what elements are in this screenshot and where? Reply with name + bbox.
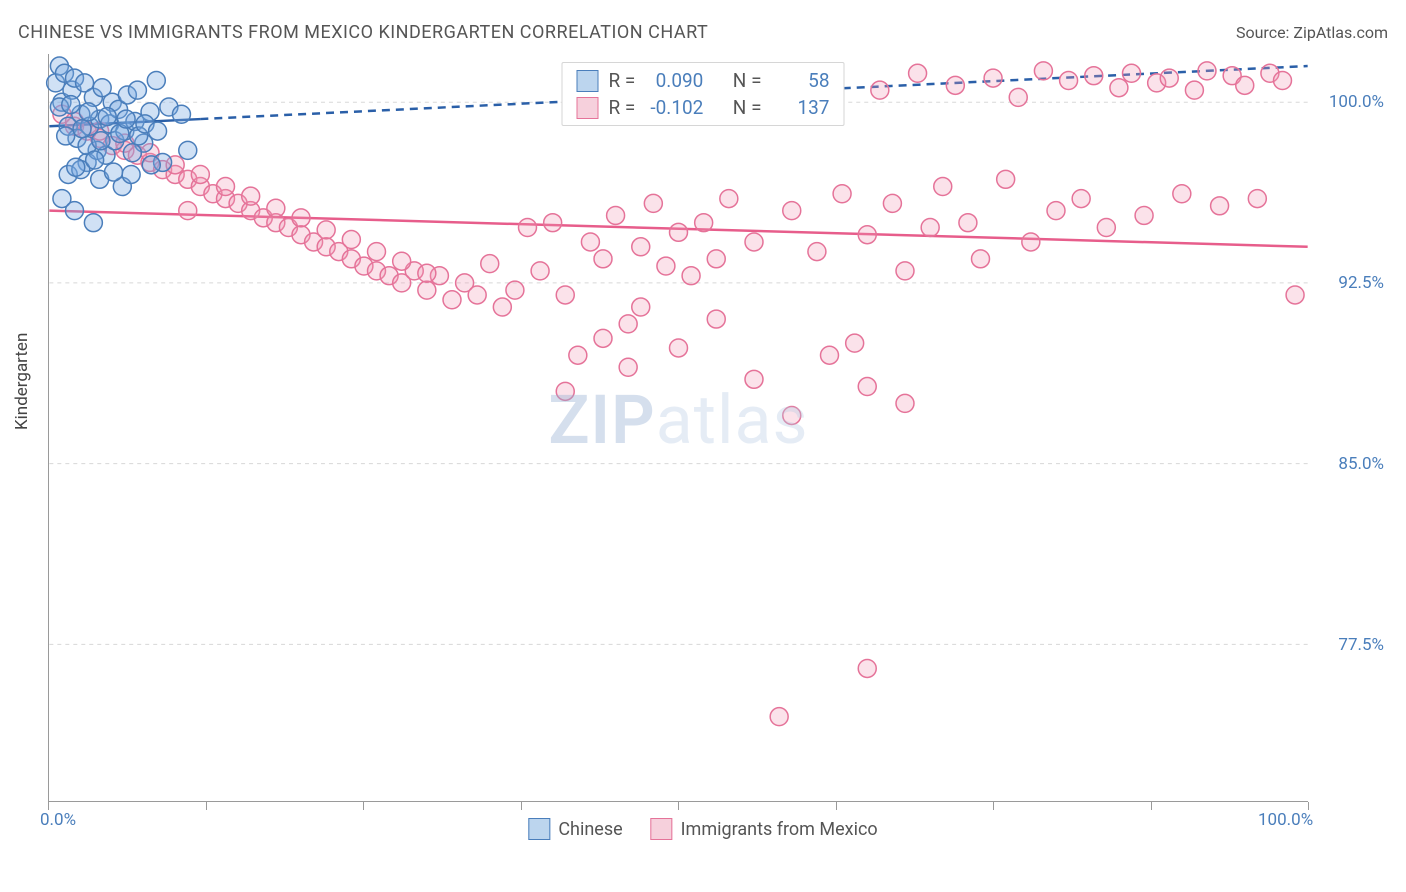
n-label: N = [733,96,762,119]
x-tick-label: 0.0% [40,810,76,830]
x-tick-mark [836,802,837,810]
swatch-chinese [577,70,599,92]
legend-item-mexico: Immigrants from Mexico [651,818,878,840]
legend-row-chinese: R = 0.090 N = 58 [577,69,830,92]
swatch-mexico [651,818,673,840]
x-tick-mark [521,802,522,810]
chart-title: CHINESE VS IMMIGRANTS FROM MEXICO KINDER… [18,22,708,43]
x-tick-mark [48,802,49,810]
y-tick-label: 77.5% [1338,635,1384,655]
x-tick-label: 100.0% [1258,810,1313,830]
legend-label-chinese: Chinese [558,819,622,840]
x-tick-mark [363,802,364,810]
x-tick-mark [1308,802,1309,810]
r-label: R = [609,96,636,119]
swatch-mexico [577,97,599,119]
legend-label-mexico: Immigrants from Mexico [681,819,878,840]
legend-bottom: Chinese Immigrants from Mexico [528,818,877,840]
y-tick-label: 92.5% [1338,273,1384,293]
x-tick-mark [1151,802,1152,810]
x-tick-mark [678,802,679,810]
y-tick-label: 85.0% [1338,454,1384,474]
x-tick-mark [993,802,994,810]
r-value-mexico: -0.102 [645,96,703,119]
r-value-chinese: 0.090 [645,69,703,92]
legend-row-mexico: R = -0.102 N = 137 [577,96,830,119]
n-label: N = [733,69,762,92]
r-label: R = [609,69,636,92]
legend-correlation-box: R = 0.090 N = 58 R = -0.102 N = 137 [562,62,845,126]
y-axis-label: Kindergarten [12,333,32,430]
n-value-mexico: 137 [772,96,830,119]
y-tick-label: 100.0% [1329,92,1384,112]
legend-item-chinese: Chinese [528,818,622,840]
title-row: CHINESE VS IMMIGRANTS FROM MEXICO KINDER… [18,22,1388,43]
n-value-chinese: 58 [772,69,830,92]
plot-area: ZIPatlas [48,54,1308,802]
source-label: Source: ZipAtlas.com [1236,23,1388,42]
scatter-plot-svg [49,54,1308,801]
swatch-chinese [528,818,550,840]
chart-container: CHINESE VS IMMIGRANTS FROM MEXICO KINDER… [0,0,1406,892]
x-tick-mark [206,802,207,810]
